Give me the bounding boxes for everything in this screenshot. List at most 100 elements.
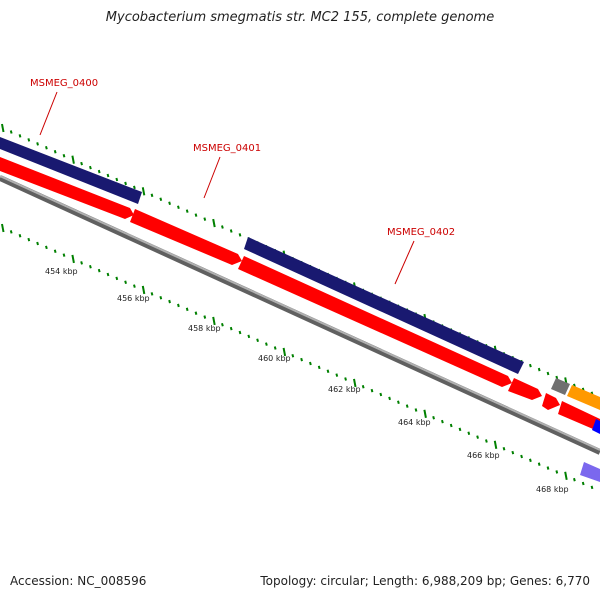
- minor-tick: [265, 342, 268, 346]
- gray-feature[interactable]: [551, 378, 570, 395]
- minor-tick: [150, 292, 154, 296]
- minor-tick: [185, 209, 189, 213]
- minor-tick: [397, 400, 400, 404]
- minor-tick: [247, 334, 251, 339]
- reverse-gene[interactable]: [558, 401, 600, 432]
- minor-tick: [106, 272, 110, 277]
- label-leader-line: [203, 156, 221, 199]
- minor-tick: [177, 205, 180, 209]
- minor-tick: [379, 392, 383, 397]
- minor-tick: [581, 481, 585, 486]
- minor-tick: [291, 354, 295, 358]
- minor-tick: [238, 330, 242, 335]
- label-leader-line: [39, 91, 58, 136]
- minor-tick: [529, 458, 532, 463]
- minor-tick: [529, 363, 532, 368]
- genome-summary-text: Topology: circular; Length: 6,988,209 bp…: [260, 574, 590, 588]
- major-tick: [1, 123, 5, 133]
- minor-tick: [221, 225, 224, 229]
- major-tick: [141, 285, 146, 295]
- minor-tick: [159, 295, 163, 300]
- minor-tick: [221, 323, 224, 327]
- minor-tick: [106, 173, 110, 178]
- minor-tick: [546, 371, 550, 376]
- minor-tick: [370, 388, 374, 393]
- reverse-gene[interactable]: [508, 378, 542, 400]
- minor-tick: [441, 419, 444, 424]
- minor-tick: [256, 338, 259, 343]
- minor-tick: [203, 217, 207, 221]
- reverse-gene[interactable]: [130, 209, 242, 265]
- minor-tick: [194, 213, 198, 217]
- tick-label: 458 kbp: [188, 324, 221, 333]
- minor-tick: [62, 153, 66, 158]
- major-tick: [423, 409, 427, 419]
- minor-tick: [238, 233, 242, 237]
- tick-label: 460 kbp: [258, 354, 291, 363]
- tick-label: 464 kbp: [398, 418, 431, 427]
- major-tick: [353, 378, 357, 388]
- minor-tick: [414, 408, 418, 412]
- minor-tick: [449, 423, 453, 428]
- reverse-gene[interactable]: [542, 393, 560, 410]
- minor-tick: [185, 307, 189, 312]
- minor-tick: [309, 361, 312, 366]
- reverse-strand-genes: [0, 157, 600, 432]
- blue-feature[interactable]: [592, 419, 600, 434]
- minor-tick: [177, 303, 180, 308]
- major-tick: [282, 347, 287, 357]
- minor-tick: [229, 229, 233, 233]
- minor-tick: [168, 299, 171, 304]
- minor-tick: [476, 435, 479, 439]
- forward-gene[interactable]: [0, 137, 142, 204]
- minor-tick: [27, 138, 31, 142]
- minor-tick: [194, 311, 198, 315]
- minor-tick: [159, 197, 163, 202]
- minor-tick: [432, 415, 435, 420]
- minor-tick: [555, 470, 559, 474]
- gene-label-msmeg-0401: MSMEG_0401: [193, 143, 261, 154]
- tick-label: 454 kbp: [45, 267, 78, 276]
- reverse-gene[interactable]: [0, 157, 134, 219]
- gene-label-msmeg-0402: MSMEG_0402: [387, 227, 455, 238]
- major-tick: [141, 187, 146, 196]
- major-tick: [212, 316, 216, 326]
- minor-tick: [62, 253, 66, 257]
- minor-tick: [115, 276, 119, 281]
- orange-feature[interactable]: [567, 385, 600, 410]
- minor-tick: [361, 384, 365, 389]
- minor-tick: [124, 181, 127, 186]
- major-tick: [1, 223, 5, 233]
- tick-label: 462 kbp: [328, 385, 361, 394]
- minor-tick: [317, 365, 321, 370]
- tick-label: 466 kbp: [467, 451, 500, 460]
- minor-tick: [467, 431, 471, 435]
- purple-feature[interactable]: [580, 462, 600, 482]
- major-tick: [212, 218, 216, 228]
- minor-tick: [80, 161, 83, 166]
- minor-tick: [300, 357, 303, 362]
- minor-tick: [502, 446, 506, 451]
- backbone-ring: [0, 175, 600, 455]
- minor-tick: [511, 450, 515, 455]
- label-leader-line: [394, 240, 415, 285]
- minor-tick: [36, 142, 39, 146]
- minor-tick: [97, 268, 101, 273]
- minor-tick: [97, 169, 101, 174]
- minor-tick: [150, 193, 154, 198]
- minor-tick: [133, 185, 136, 190]
- minor-tick: [45, 245, 48, 250]
- minor-tick: [405, 404, 409, 408]
- forward-gene[interactable]: [244, 237, 524, 374]
- minor-tick: [9, 230, 13, 234]
- minor-tick: [115, 177, 119, 182]
- minor-tick: [80, 261, 83, 265]
- minor-tick: [45, 146, 48, 150]
- forward-strand-genes: [0, 137, 524, 374]
- major-tick: [564, 471, 568, 480]
- reverse-gene[interactable]: [238, 256, 512, 387]
- minor-tick: [18, 233, 22, 238]
- minor-tick: [326, 369, 330, 374]
- gene-label-msmeg-0400: MSMEG_0400: [30, 78, 98, 89]
